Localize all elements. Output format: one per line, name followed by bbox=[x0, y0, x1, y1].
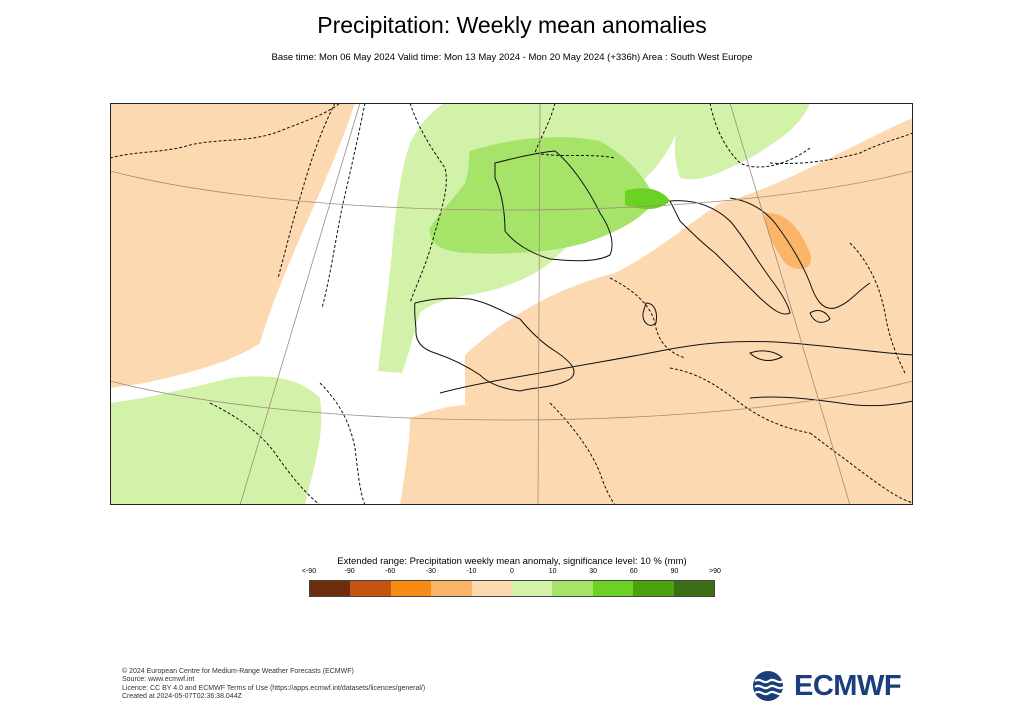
atlantic-dry-area bbox=[110, 103, 355, 388]
legend-color-swatch bbox=[310, 581, 351, 596]
footer-created: Created at 2024-05-07T02:36:38.044Z bbox=[122, 693, 242, 701]
france-wet-area bbox=[429, 137, 655, 254]
greece-islands bbox=[809, 310, 831, 323]
legend-color-swatch bbox=[673, 581, 715, 596]
legend-color-swatch bbox=[390, 581, 432, 596]
negative-anomaly-fields bbox=[110, 103, 913, 505]
legend-label: <-90 bbox=[301, 568, 317, 575]
north-italy-wet-core bbox=[625, 188, 670, 210]
north-africa-coast bbox=[439, 340, 913, 394]
legend-label: 10 bbox=[548, 568, 557, 575]
italy-coast bbox=[669, 200, 791, 315]
coastlines bbox=[414, 150, 913, 407]
balkan-coast bbox=[729, 197, 871, 309]
legend-label: 90 bbox=[670, 568, 679, 575]
legend-title: Extended range: Precipitation weekly mea… bbox=[337, 556, 687, 567]
legend-label: -60 bbox=[385, 568, 396, 575]
legend-label: 0 bbox=[510, 568, 514, 575]
legend-label: >90 bbox=[709, 568, 721, 575]
footer-credits: © 2024 European Centre for Medium-Range … bbox=[122, 668, 425, 702]
legend-color-swatch bbox=[512, 581, 553, 596]
chart-subtitle: Base time: Mon 06 May 2024 Valid time: M… bbox=[271, 52, 753, 63]
libya-coast bbox=[749, 396, 913, 407]
ecmwf-logo-icon bbox=[753, 671, 784, 701]
positive-anomaly-fields bbox=[110, 103, 810, 505]
alps-wet-area bbox=[674, 103, 810, 180]
legend-label: -90 bbox=[344, 568, 355, 575]
mediterranean-africa-dry-area bbox=[465, 118, 913, 505]
anomaly-map bbox=[110, 103, 913, 505]
legend-label: 60 bbox=[629, 568, 638, 575]
chart-title: Precipitation: Weekly mean anomalies bbox=[317, 12, 707, 38]
footer-licence: Licence: CC BY 4.0 and ECMWF Terms of Us… bbox=[122, 684, 426, 692]
france-coast bbox=[494, 150, 613, 262]
legend-color-swatch bbox=[431, 581, 472, 596]
significance-contours bbox=[110, 103, 913, 505]
ecmwf-logo-text: ECMWF bbox=[794, 670, 902, 702]
map-frame bbox=[110, 103, 913, 505]
legend-label: -10 bbox=[466, 568, 477, 575]
legend-label: 30 bbox=[589, 568, 598, 575]
legend-colorbar bbox=[309, 580, 715, 597]
legend-color-swatch bbox=[350, 581, 391, 596]
legend-color-swatch bbox=[471, 581, 513, 596]
iberia-coast bbox=[414, 297, 575, 392]
sicily-coast bbox=[749, 350, 783, 361]
legend-color-swatch bbox=[552, 581, 593, 596]
legend-labels: <-90 -90 -60 -30 -10 0 10 30 60 90 >90 bbox=[0, 568, 1024, 580]
legend-label: -30 bbox=[425, 568, 436, 575]
sahara-dry-area-left bbox=[400, 403, 547, 505]
legend-color-swatch bbox=[592, 581, 634, 596]
sardinia-coast bbox=[642, 302, 657, 326]
legend-color-swatch bbox=[633, 581, 674, 596]
footer-source: Source: www.ecmwf.int bbox=[122, 676, 195, 684]
graticule bbox=[110, 103, 913, 505]
footer-copyright: © 2024 European Centre for Medium-Range … bbox=[122, 668, 354, 675]
